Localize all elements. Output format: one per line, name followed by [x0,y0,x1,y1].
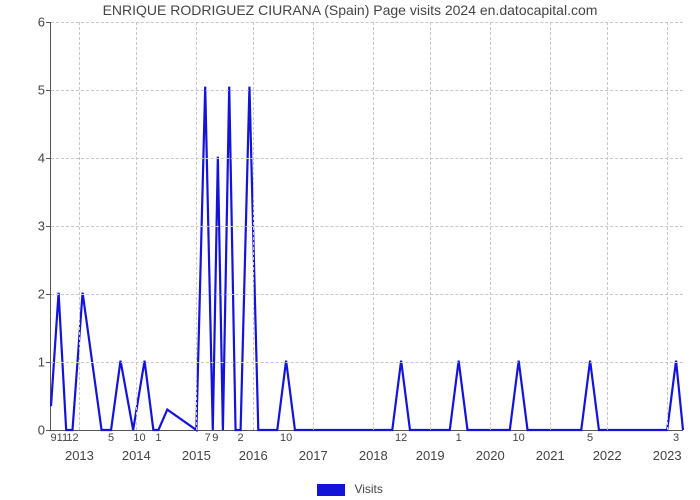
xtick-top-label: 9 [50,432,56,444]
gridline-v [607,22,608,430]
ytick-mark [46,22,51,23]
gridline-h [51,226,683,227]
legend-label: Visits [354,482,382,496]
gridline-v [136,22,137,430]
ytick-label: 0 [23,423,45,438]
gridline-v [79,22,80,430]
visits-line [51,87,683,430]
xtick-top-label: 3 [673,432,679,444]
gridline-h [51,362,683,363]
gridline-v [253,22,254,430]
gridline-v [550,22,551,430]
ytick-label: 6 [23,15,45,30]
xtick-bottom-label: 2020 [476,448,505,463]
xtick-bottom-label: 2019 [416,448,445,463]
xtick-bottom-label: 2015 [182,448,211,463]
ytick-mark [46,90,51,91]
xtick-bottom-label: 2023 [653,448,682,463]
xtick-bottom-label: 2021 [536,448,565,463]
ytick-mark [46,226,51,227]
xtick-bottom-label: 2013 [65,448,94,463]
ytick-label: 2 [23,287,45,302]
xtick-bottom-label: 2017 [299,448,328,463]
chart-container: ENRIQUE RODRIGUEZ CIURANA (Spain) Page v… [0,0,700,500]
gridline-v [430,22,431,430]
xtick-top-label: 10 [513,432,525,444]
gridline-h [51,22,683,23]
ytick-label: 4 [23,151,45,166]
chart-title: ENRIQUE RODRIGUEZ CIURANA (Spain) Page v… [0,2,700,18]
ytick-mark [46,158,51,159]
legend-swatch [317,484,345,496]
xtick-top-label: 7 [205,432,211,444]
gridline-v [313,22,314,430]
xtick-bottom-label: 2022 [593,448,622,463]
ytick-label: 1 [23,355,45,370]
gridline-v [490,22,491,430]
ytick-label: 3 [23,219,45,234]
ytick-mark [46,294,51,295]
gridline-v [373,22,374,430]
gridline-v [196,22,197,430]
xtick-bottom-label: 2016 [239,448,268,463]
xtick-top-label: 1 [155,432,161,444]
xtick-top-label: 10 [133,432,145,444]
xtick-top-label: 10 [280,432,292,444]
xtick-top-label: 12 [395,432,407,444]
gridline-h [51,294,683,295]
xtick-top-label: 1 [456,432,462,444]
ytick-mark [46,430,51,431]
xtick-bottom-label: 2018 [359,448,388,463]
gridline-h [51,158,683,159]
xtick-top-label: 5 [108,432,114,444]
gridline-v [667,22,668,430]
xtick-top-label: 9 [212,432,218,444]
xtick-bottom-label: 2014 [122,448,151,463]
ytick-label: 5 [23,83,45,98]
xtick-top-label: 2 [238,432,244,444]
plot-area: 0123456911125101792101211053201320142015… [50,22,683,431]
legend: Visits [0,482,700,496]
xtick-top-label: 12 [66,432,78,444]
ytick-mark [46,362,51,363]
xtick-top-label: 5 [587,432,593,444]
gridline-h [51,90,683,91]
